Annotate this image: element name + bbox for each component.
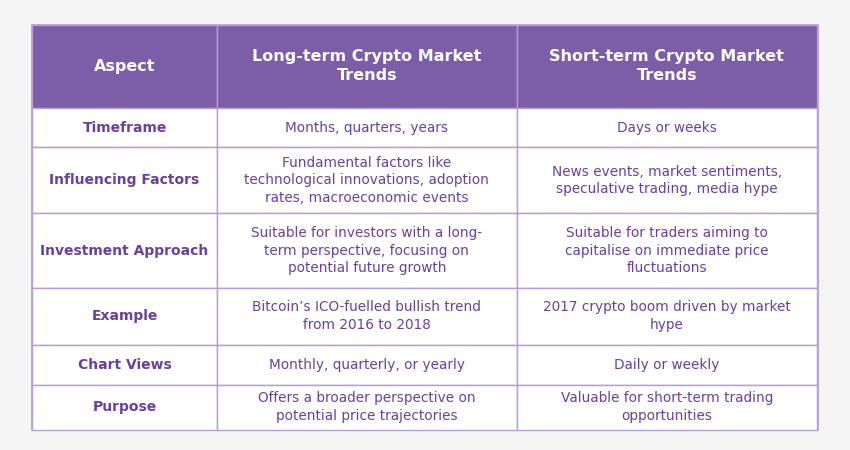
FancyBboxPatch shape [517,25,817,108]
Text: Influencing Factors: Influencing Factors [49,173,200,188]
Text: Days or weeks: Days or weeks [617,121,717,135]
FancyBboxPatch shape [517,148,817,213]
Text: Suitable for traders aiming to
capitalise on immediate price
fluctuations: Suitable for traders aiming to capitalis… [565,226,768,275]
FancyBboxPatch shape [517,385,817,430]
FancyBboxPatch shape [217,288,517,345]
Text: Daily or weekly: Daily or weekly [615,358,720,372]
Text: News events, market sentiments,
speculative trading, media hype: News events, market sentiments, speculat… [552,165,782,196]
Text: Investment Approach: Investment Approach [41,243,209,257]
Text: Valuable for short-term trading
opportunities: Valuable for short-term trading opportun… [561,392,774,423]
Text: Timeframe: Timeframe [82,121,167,135]
Text: Monthly, quarterly, or yearly: Monthly, quarterly, or yearly [269,358,465,372]
Text: Long-term Crypto Market
Trends: Long-term Crypto Market Trends [252,49,482,83]
FancyBboxPatch shape [217,148,517,213]
Text: 2017 crypto boom driven by market
hype: 2017 crypto boom driven by market hype [543,301,790,332]
FancyBboxPatch shape [517,345,817,385]
FancyBboxPatch shape [517,213,817,288]
FancyBboxPatch shape [217,25,517,108]
FancyBboxPatch shape [32,345,217,385]
FancyBboxPatch shape [32,213,217,288]
Text: Short-term Crypto Market
Trends: Short-term Crypto Market Trends [549,49,785,83]
FancyBboxPatch shape [217,345,517,385]
Text: Chart Views: Chart Views [77,358,172,372]
FancyBboxPatch shape [32,385,217,430]
Text: Bitcoin’s ICO-fuelled bullish trend
from 2016 to 2018: Bitcoin’s ICO-fuelled bullish trend from… [252,301,481,332]
FancyBboxPatch shape [217,108,517,148]
FancyBboxPatch shape [217,385,517,430]
FancyBboxPatch shape [32,148,217,213]
Text: Example: Example [92,309,158,324]
Text: Suitable for investors with a long-
term perspective, focusing on
potential futu: Suitable for investors with a long- term… [252,226,483,275]
Text: Purpose: Purpose [93,400,156,414]
FancyBboxPatch shape [32,288,217,345]
Text: Aspect: Aspect [94,59,156,74]
FancyBboxPatch shape [32,108,217,148]
FancyBboxPatch shape [517,288,817,345]
FancyBboxPatch shape [517,108,817,148]
Text: Offers a broader perspective on
potential price trajectories: Offers a broader perspective on potentia… [258,392,476,423]
FancyBboxPatch shape [32,25,217,108]
FancyBboxPatch shape [32,25,818,430]
Text: Fundamental factors like
technological innovations, adoption
rates, macroeconomi: Fundamental factors like technological i… [245,156,490,205]
FancyBboxPatch shape [217,213,517,288]
Text: Months, quarters, years: Months, quarters, years [286,121,449,135]
